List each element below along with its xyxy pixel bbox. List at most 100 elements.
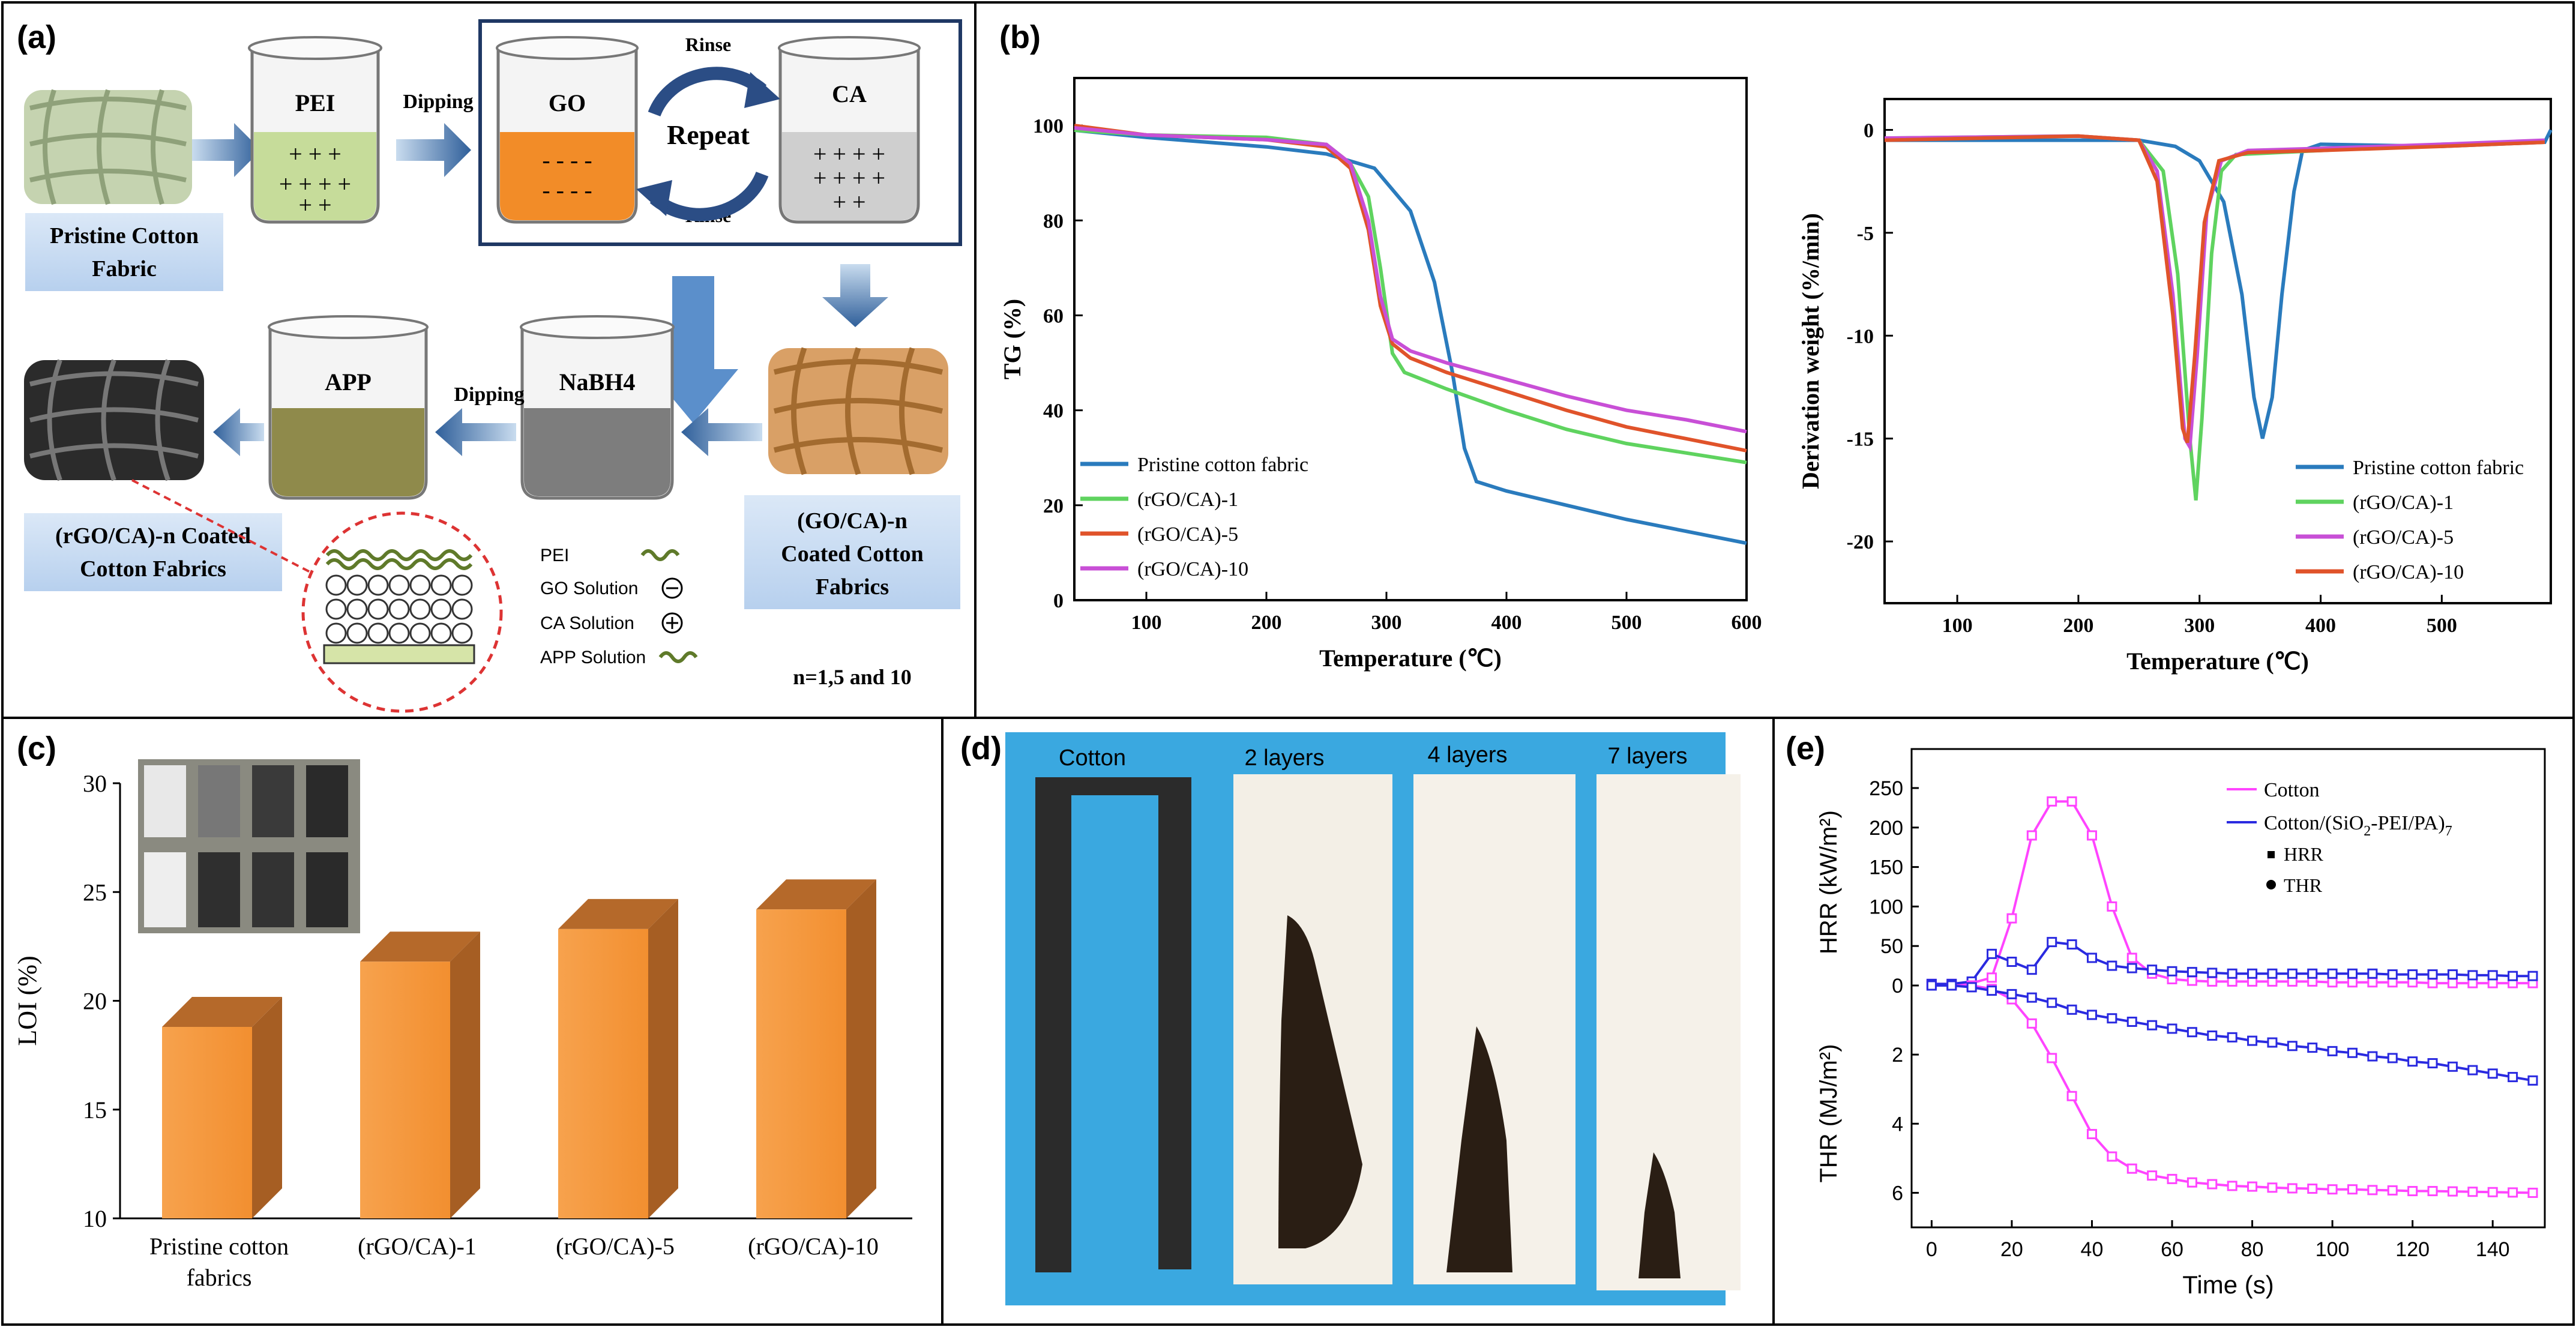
- series-marker-2: [2167, 1173, 2177, 1184]
- series-line-3: [1074, 126, 1747, 434]
- ca-label: CA: [832, 80, 867, 107]
- x-tick-label: 100: [1942, 615, 1973, 637]
- legend-marker-thr: [2266, 880, 2276, 889]
- series-marker-3: [2467, 1065, 2478, 1076]
- series-marker-2: [2508, 1187, 2518, 1198]
- series-marker-2: [2407, 1186, 2418, 1197]
- svg-text:(GO/CA)-n: (GO/CA)-n: [797, 508, 907, 534]
- repeat-label: Repeat: [667, 119, 750, 150]
- series-marker-2: [2026, 1018, 2037, 1029]
- nabh4-label: NaBH4: [559, 369, 636, 396]
- bar-top-0: [162, 997, 282, 1027]
- legend-label-2: (rGO/CA)-5: [1137, 523, 1238, 546]
- series-marker-1: [2026, 964, 2037, 975]
- series-marker-3: [2427, 1058, 2438, 1069]
- series-marker-1: [2427, 969, 2438, 980]
- rgo-label-box: [24, 513, 282, 591]
- ca-beaker: CA + + + + + + + + + +: [778, 36, 921, 224]
- series-marker-3: [2227, 1032, 2237, 1043]
- pei-beaker: PEI + + + + + + + + +: [248, 36, 382, 224]
- series-marker-1: [2006, 957, 2017, 967]
- pristine-label-line1: Pristine Cotton: [50, 223, 199, 248]
- series-marker-3: [2006, 988, 2017, 999]
- category-label-1: (rGO/CA)-1: [358, 1233, 477, 1260]
- series-marker-1: [2247, 968, 2258, 979]
- hrr-tick-label: 150: [1869, 856, 1903, 879]
- pristine-fabric-image: [24, 89, 192, 205]
- series-marker-1: [2227, 968, 2237, 979]
- series-marker-3: [2347, 1047, 2358, 1058]
- x-tick-label: 60: [2161, 1238, 2183, 1261]
- x-tick-label: 120: [2395, 1238, 2430, 1261]
- legend-label-part: -PEI/PA): [2371, 812, 2445, 834]
- series-marker-3: [2126, 1016, 2137, 1027]
- bar-1: [360, 961, 450, 1218]
- category-label-0: fabrics: [187, 1264, 252, 1291]
- series-marker-3: [1966, 982, 1977, 993]
- hrr-axis-label: HRR (kW/m²): [1816, 810, 1842, 954]
- legend-label-2: (rGO/CA)-5: [2353, 526, 2454, 549]
- y-tick-label: 25: [83, 879, 107, 906]
- y-tick-label: -10: [1847, 325, 1874, 348]
- y-tick-label: -5: [1857, 223, 1874, 245]
- series-marker-1: [2267, 968, 2278, 979]
- series-marker-2: [2387, 1185, 2398, 1196]
- svg-text:- - - -: - - - -: [542, 176, 592, 203]
- bar-top-2: [558, 898, 678, 929]
- go-beaker: GO - - - - - - - -: [496, 36, 639, 224]
- y-axis-label: LOI (%): [13, 955, 42, 1046]
- series-marker-3: [2107, 1013, 2117, 1024]
- series-marker-1: [2047, 937, 2057, 948]
- app-beaker: APP: [268, 315, 429, 500]
- y-tick-label: 100: [1033, 115, 1064, 137]
- x-tick-label: 300: [1371, 612, 1402, 634]
- series-marker-2: [2086, 1129, 2097, 1140]
- cotton-burned-strip: [1035, 777, 1191, 1272]
- series-line-0: [1885, 129, 2553, 439]
- bar-side-2: [648, 898, 678, 1218]
- layer-structure-circle: [301, 511, 503, 713]
- go-ca-label-box: [744, 495, 960, 609]
- series-marker-3: [2186, 1027, 2197, 1038]
- x-tick-label: 400: [2305, 615, 2336, 637]
- tg-chart: 100 200 300 400 500 600 0 20 40 60 80 100 Temperatur…: [999, 77, 1762, 672]
- legend-label-thr: THR: [2284, 874, 2323, 896]
- y-tick-label: -20: [1847, 531, 1874, 553]
- arrow-to-pei: [192, 123, 261, 177]
- y-axis-label: TG (%): [999, 299, 1026, 379]
- series-marker-2: [2327, 1184, 2338, 1195]
- y-tick-label: 0: [1053, 590, 1064, 612]
- panel-a-schematic: (a) Pristine Cotton Fabric PEI + + + + +…: [17, 19, 962, 713]
- panel-b-label: (b): [999, 19, 1041, 55]
- series-marker-2: [2447, 1186, 2458, 1197]
- bar-2: [558, 928, 648, 1218]
- series-marker-1: [2367, 968, 2378, 979]
- dipping-label-1: Dipping: [403, 91, 473, 113]
- legend-label-part: 7: [2445, 823, 2452, 839]
- series-marker-1: [2107, 960, 2117, 971]
- series-marker-1: [2508, 970, 2518, 981]
- thr-tick-label: 6: [1892, 1182, 1903, 1205]
- category-label-3: (rGO/CA)-10: [748, 1233, 879, 1260]
- repeat-box: [478, 19, 962, 246]
- strip-label-2: 2 layers: [1244, 745, 1324, 771]
- rgo-coated-fabric-image: [24, 359, 204, 481]
- series-marker-2: [2427, 1186, 2438, 1197]
- series-marker-0: [2107, 901, 2117, 912]
- series-marker-1: [2467, 970, 2478, 981]
- legend-label-1: (rGO/CA)-1: [1137, 489, 1238, 511]
- series-marker-2: [2287, 1183, 2298, 1194]
- series-marker-3: [2207, 1030, 2218, 1041]
- series-marker-0: [2367, 977, 2378, 988]
- x-axis-label: Temperature (℃): [1319, 645, 1502, 672]
- svg-text:CA Solution: CA Solution: [540, 613, 634, 633]
- svg-text:Fabrics: Fabrics: [816, 574, 889, 600]
- legend-label-3: (rGO/CA)-10: [1137, 558, 1248, 580]
- series-marker-2: [2247, 1181, 2258, 1192]
- series-marker-0: [1987, 972, 1997, 983]
- legend-label-3: (rGO/CA)-10: [2353, 561, 2464, 583]
- hrr-tick-label: 100: [1869, 895, 1903, 918]
- nabh4-beaker: NaBH4: [520, 315, 675, 500]
- series-marker-2: [2367, 1185, 2378, 1196]
- strip-label-cotton: Cotton: [1059, 745, 1126, 771]
